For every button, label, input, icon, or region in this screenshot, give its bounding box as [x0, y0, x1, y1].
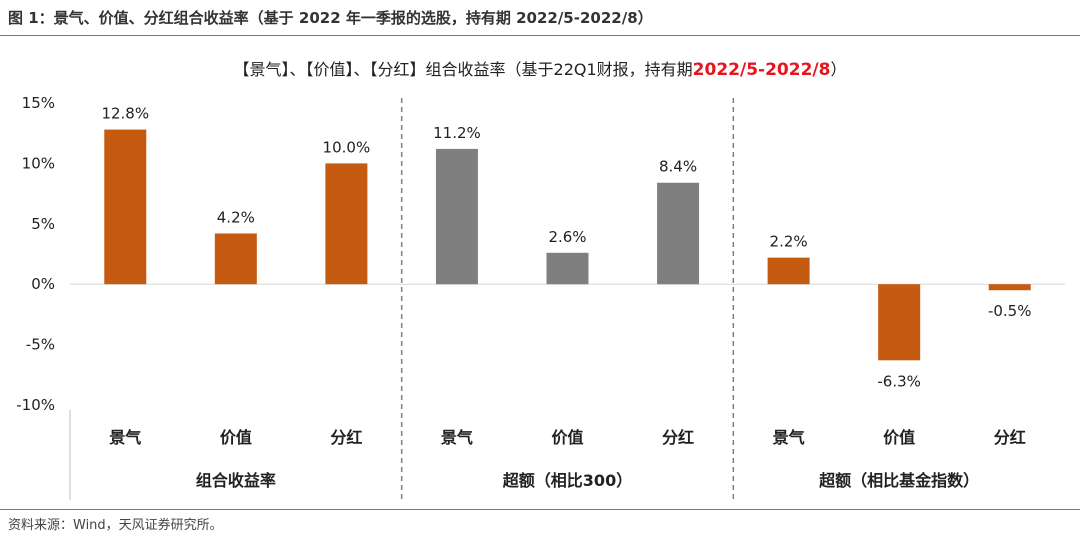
- group-label: 超额（相比300）: [502, 471, 632, 490]
- bar-chart: 15% 10% 5% 0% -5% -10% 12.8% 景气 4.2% 价值 10.0% 分红组合收…: [16, 94, 1065, 500]
- category-label: 景气: [773, 428, 805, 447]
- y-tick-label: 15%: [22, 94, 55, 112]
- category-label: 分红: [662, 428, 694, 447]
- bar: [767, 257, 810, 285]
- category-label: 景气: [441, 428, 473, 447]
- source-note: 资料来源：Wind，天风证券研究所。: [8, 518, 223, 533]
- figure-header: 图 1：景气、价值、分红组合收益率（基于 2022 年一季报的选股，持有期 20…: [0, 0, 1080, 36]
- chart-title-prefix: 【景气】、【价值】、【分红】组合收益率（基于22Q1财报，持有期: [233, 60, 693, 79]
- bar: [878, 284, 921, 361]
- category-label: 价值: [883, 428, 915, 447]
- chart-title: 【景气】、【价值】、【分红】组合收益率（基于22Q1财报，持有期2022/5-2…: [0, 56, 1080, 80]
- y-tick-label: 10%: [22, 154, 55, 172]
- chart-title-suffix: ）: [830, 60, 847, 79]
- group-label: 组合收益率: [196, 471, 276, 490]
- category-label: 景气: [109, 428, 141, 447]
- header-rule: [0, 35, 1080, 36]
- bar: [214, 233, 257, 285]
- bar: [988, 284, 1031, 291]
- bar-value-label: 8.4%: [659, 158, 697, 176]
- category-label: 价值: [220, 428, 252, 447]
- bar: [104, 129, 147, 285]
- bar: [435, 148, 478, 285]
- bar-value-label: 10.0%: [323, 138, 371, 156]
- y-tick-label: -5%: [26, 336, 55, 354]
- group-label: 超额（相比基金指数）: [818, 471, 979, 490]
- bar: [546, 252, 589, 285]
- bar-value-label: -0.5%: [988, 302, 1032, 320]
- chart-title-highlight: 2022/5-2022/8: [692, 60, 831, 80]
- category-label: 价值: [551, 428, 583, 447]
- bar: [657, 182, 700, 285]
- y-tick-label: 0%: [31, 275, 55, 293]
- bar-value-label: 2.2%: [770, 233, 808, 251]
- category-label: 分红: [330, 428, 362, 447]
- bar-value-label: 12.8%: [101, 105, 149, 123]
- y-tick-label: 5%: [31, 215, 55, 233]
- footer-rule: [0, 509, 1080, 510]
- y-tick-label: -10%: [16, 396, 55, 414]
- bar-value-label: -6.3%: [877, 372, 921, 390]
- bar-value-label: 2.6%: [548, 228, 586, 246]
- category-label: 分红: [994, 428, 1026, 447]
- bar-value-label: 11.2%: [433, 124, 481, 142]
- bar-value-label: 4.2%: [217, 208, 255, 226]
- bar: [325, 163, 368, 285]
- figure-title: 图 1：景气、价值、分红组合收益率（基于 2022 年一季报的选股，持有期 20…: [8, 9, 653, 27]
